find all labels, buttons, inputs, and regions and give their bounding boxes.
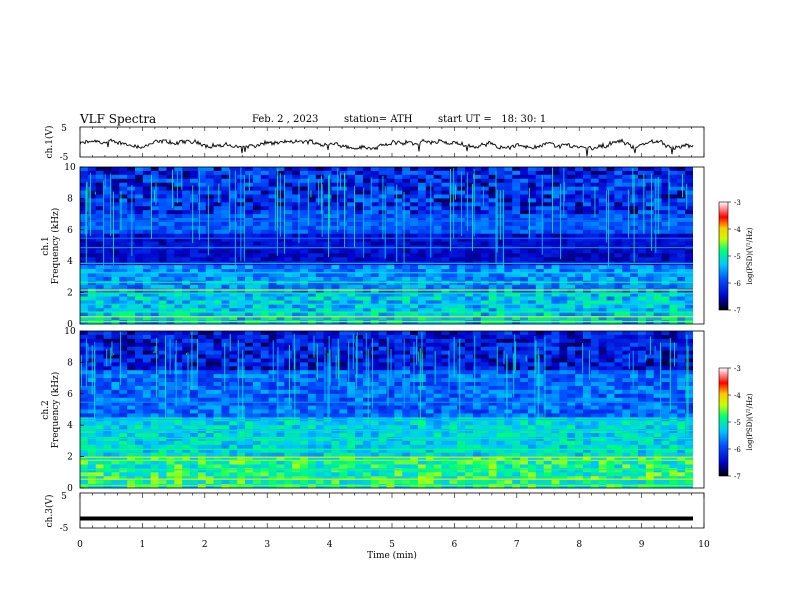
ch1-spectrogram [80, 167, 704, 325]
colorbar-tick-label: -5 [734, 253, 741, 261]
time-xtick-label: 0 [77, 540, 83, 550]
ch1-waveform-line [79, 138, 694, 157]
spec-ytick-label: 10 [64, 163, 76, 173]
ch1-ylabel: ch.1(V) [44, 126, 55, 159]
ch3-frame [79, 492, 705, 529]
spec-ytick-label: 0 [67, 484, 73, 494]
time-xtick-label: 7 [514, 540, 520, 550]
spec-ytick-label: 8 [67, 194, 73, 204]
colorbar-tick-label: -3 [734, 199, 741, 207]
time-xtick-label: 8 [576, 540, 582, 550]
ch1-channel-label: ch.1 [41, 236, 51, 255]
ch1-colorbar: -3 -4 -5 -6 -7 log(PSD)(V²/Hz) [718, 199, 754, 315]
ch1-panel: 5 -5 ch.1(V) [44, 124, 705, 163]
ch1-colorbar-ticks: -3 -4 -5 -6 -7 [728, 199, 741, 315]
spec-ytick-label: 4 [67, 257, 73, 267]
spec-ytick-label: 2 [67, 453, 73, 463]
spec-ytick-label: 2 [67, 289, 73, 299]
ch1-ytick-bottom: -5 [60, 153, 69, 163]
time-xtick-label: 2 [202, 540, 208, 550]
time-xtick-label: 5 [389, 540, 395, 550]
spec-ytick-label: 0 [67, 320, 73, 330]
ch3-panel: 5 -5 ch.3(V) 0 1 2 3 4 5 6 7 8 9 10 Time (min) [44, 492, 710, 561]
time-axis: 0 1 2 3 4 5 6 7 8 9 10 [77, 493, 710, 550]
colorbar-tick-label: -7 [734, 473, 741, 481]
ch2-colorbar-gradient [718, 367, 729, 477]
ch1-spectrogram-panel: 0 2 4 6 8 10 ch.1 Frequency (kHz) [41, 163, 705, 330]
ch2-colorbar-ticks: -3 -4 -5 -6 -7 [728, 365, 741, 481]
ch3-ytick-top: 5 [61, 492, 67, 502]
ch1-colorbar-label: log(PSD)(V²/Hz) [746, 227, 754, 284]
figure-title: VLF Spectra [80, 112, 157, 126]
ch3-ylabel: ch.3(V) [44, 495, 55, 528]
colorbar-tick-label: -6 [734, 446, 741, 454]
time-axis-label: Time (min) [367, 550, 417, 561]
spec-ytick-label: 4 [67, 421, 73, 431]
spec-ytick-label: 6 [67, 390, 73, 400]
colorbar-tick-label: -5 [734, 419, 741, 427]
colorbar-tick-label: -6 [734, 280, 741, 288]
colorbar-tick-label: -4 [734, 392, 741, 400]
time-xtick-label: 3 [264, 540, 270, 550]
ch3-ytick-bottom: -5 [60, 524, 69, 534]
spec-ytick-label: 8 [67, 358, 73, 368]
spec-ytick-label: 10 [64, 327, 76, 337]
colorbar-tick-label: -4 [734, 226, 741, 234]
ch2-colorbar: -3 -4 -5 -6 -7 log(PSD)(V²/Hz) [718, 365, 754, 481]
ch2-spec-yticks: 0 2 4 6 8 10 [64, 327, 84, 494]
colorbar-tick-label: -7 [734, 307, 741, 315]
time-xtick-label: 1 [140, 540, 146, 550]
ch2-channel-label: ch.2 [41, 400, 51, 419]
spec-ytick-label: 6 [67, 226, 73, 236]
ch1-spec-frame [79, 166, 705, 325]
colorbar-tick-label: -3 [734, 365, 741, 373]
time-xtick-label: 6 [452, 540, 458, 550]
ch2-spectrogram [80, 331, 704, 489]
ch1-spec-yticks: 0 2 4 6 8 10 [64, 163, 84, 330]
ch1-spec-ylabel: Frequency (kHz) [50, 208, 61, 285]
time-xtick-label: 10 [698, 540, 710, 550]
start-time-label: start UT = 18: 30: 1 [438, 114, 547, 125]
ch1-xticks [79, 127, 705, 157]
time-xtick-label: 4 [327, 540, 333, 550]
date-label: Feb. 2 , 2023 [252, 114, 319, 125]
ch2-colorbar-label: log(PSD)(V²/Hz) [746, 393, 754, 450]
ch2-spectrogram-panel: 0 2 4 6 8 10 ch.2 Frequency (kHz) [41, 327, 705, 494]
ch1-colorbar-gradient [718, 201, 729, 311]
ch1-ytick-top: 5 [61, 124, 67, 134]
time-xtick-label: 9 [639, 540, 645, 550]
station-label: station= ATH [344, 114, 413, 125]
ch2-spec-frame [79, 330, 705, 489]
ch2-spec-ylabel: Frequency (kHz) [50, 372, 61, 449]
